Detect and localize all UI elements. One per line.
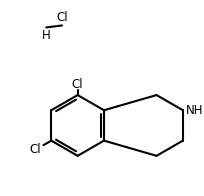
- Text: Cl: Cl: [72, 78, 83, 91]
- Text: NH: NH: [186, 104, 203, 117]
- Text: Cl: Cl: [56, 11, 68, 24]
- Text: H: H: [42, 29, 51, 42]
- Text: Cl: Cl: [30, 143, 41, 156]
